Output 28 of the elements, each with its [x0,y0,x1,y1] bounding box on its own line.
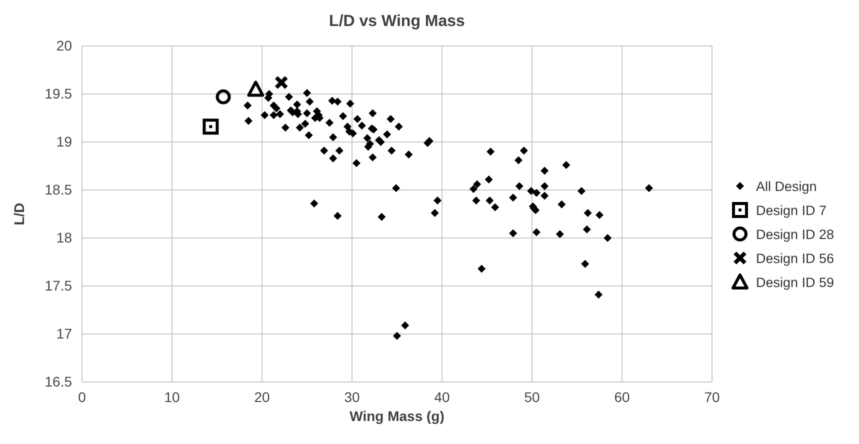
y-tick-label: 18 [56,229,72,246]
point [216,89,231,104]
x-tick-label: 50 [524,388,540,405]
y-tick-label: 17.5 [44,277,72,294]
legend-label: All Design [756,179,817,194]
y-tick-label: 20 [56,37,72,54]
y-axis-title: L/D [11,202,27,226]
y-tick-label: 19.5 [44,85,72,102]
chart-title: L/D vs Wing Mass [329,13,466,30]
y-tick-label: 16.5 [44,373,72,390]
y-tick-label: 17 [56,325,72,342]
x-tick-label: 30 [344,388,360,405]
y-tick-label: 18.5 [44,181,72,198]
x-tick-label: 40 [434,388,450,405]
legend-label: Design ID 7 [756,203,827,218]
legend-label: Design ID 56 [756,251,834,266]
y-tick-label: 19 [56,133,72,150]
point [274,75,288,90]
legend-label: Design ID 59 [756,275,834,290]
x-tick-label: 20 [254,388,270,405]
x-tick-label: 0 [78,388,86,405]
x-axis-title: Wing Mass (g) [350,408,444,424]
legend-label: Design ID 28 [756,227,834,242]
x-tick-label: 60 [614,388,630,405]
x-tick-label: 70 [704,388,720,405]
point [247,80,264,97]
x-tick-label: 10 [164,388,180,405]
point [202,118,219,135]
